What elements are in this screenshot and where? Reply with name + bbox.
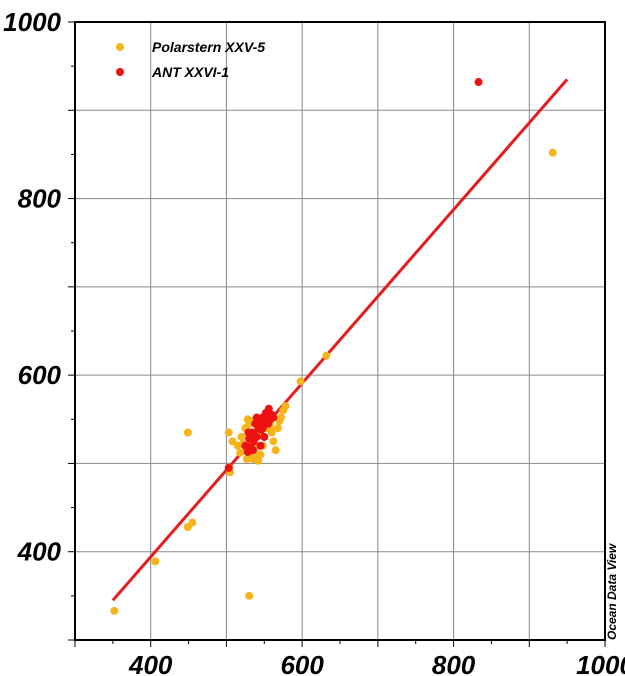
data-point-s0-6	[228, 437, 237, 446]
tick-labels: 400 600 800 1000 400 600 800 1000	[3, 7, 625, 676]
data-point-s0-45	[267, 425, 276, 434]
data-point-s1-21	[248, 446, 257, 455]
data-point-s0-11	[237, 432, 246, 441]
data-point-s0-51	[322, 351, 331, 360]
y-tick-label-600: 600	[18, 360, 62, 390]
data-point-s0-29	[273, 424, 282, 433]
data-point-s0-33	[281, 402, 290, 411]
legend-marker-polarstern	[116, 43, 124, 51]
grid	[75, 22, 605, 640]
data-point-s1-27	[250, 431, 259, 440]
data-point-s1-22	[252, 413, 261, 422]
legend: Polarstern XXV-5 ANT XXVI-1	[116, 39, 265, 80]
data-point-s1-24	[264, 419, 273, 428]
data-point-s0-52	[548, 148, 557, 157]
data-point-s0-9	[245, 591, 254, 600]
data-point-s0-4	[183, 428, 192, 437]
y-tick-label-800: 800	[18, 184, 62, 214]
axis-ticks	[68, 21, 606, 647]
data-point-s0-37	[248, 455, 257, 464]
x-tick-label-600: 600	[280, 650, 324, 676]
data-point-s0-5	[224, 428, 233, 437]
data-point-s1-26	[244, 428, 253, 437]
data-point-s0-28	[271, 446, 280, 455]
series-0	[110, 148, 557, 615]
y-tick-label-400: 400	[17, 537, 62, 567]
data-point-s0-3	[188, 518, 197, 527]
legend-label-polarstern: Polarstern XXV-5	[152, 39, 265, 55]
legend-label-ant: ANT XXVI-1	[151, 64, 229, 80]
data-point-s0-27	[269, 437, 278, 446]
data-point-s0-31	[276, 413, 285, 422]
data-point-s0-47	[236, 448, 245, 457]
data-point-s1-20	[260, 432, 269, 441]
x-tick-label-400: 400	[128, 650, 173, 676]
legend-marker-ant	[116, 68, 124, 76]
data-point-s1-0	[224, 463, 233, 472]
data-point-s1-19	[256, 441, 265, 450]
watermark-label: Ocean Data View	[605, 543, 619, 640]
series-1	[224, 78, 483, 472]
data-points	[110, 78, 557, 615]
data-point-s1-16	[264, 404, 273, 413]
data-point-s1-28	[474, 78, 483, 87]
data-point-s1-23	[258, 424, 267, 433]
data-point-s0-20	[256, 450, 265, 459]
x-tick-label-800: 800	[432, 650, 476, 676]
regression-line	[111, 78, 569, 602]
data-point-s0-0	[110, 606, 119, 615]
data-point-s0-1	[151, 557, 160, 566]
data-point-s0-50	[296, 377, 305, 386]
y-tick-label-1000: 1000	[3, 7, 61, 37]
plot-frame	[74, 21, 606, 641]
x-tick-label-1000: 1000	[576, 650, 625, 676]
data-point-s1-25	[269, 413, 278, 422]
data-point-s0-35	[242, 455, 251, 464]
fit-line	[111, 78, 569, 602]
